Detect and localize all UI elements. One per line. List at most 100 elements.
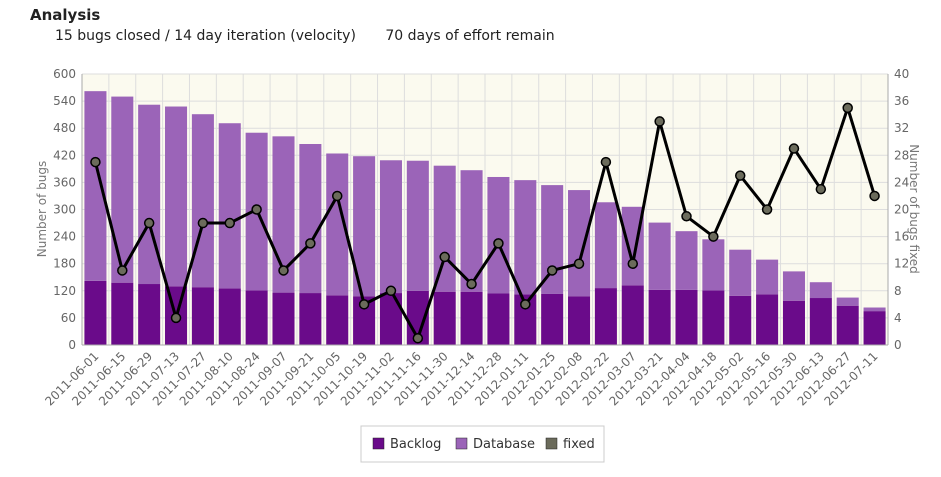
legend-box xyxy=(360,425,605,463)
fixed-point xyxy=(869,190,880,202)
bar-database xyxy=(165,106,188,287)
fixed-point xyxy=(627,258,639,269)
fixed-point xyxy=(170,312,182,324)
bar-backlog xyxy=(191,287,214,345)
bar-database xyxy=(379,160,402,294)
legend: Backlog Database fixed xyxy=(360,425,605,463)
bar-database xyxy=(514,180,537,295)
y2-tick-label: 12 xyxy=(894,257,909,271)
fixed-point xyxy=(546,265,558,276)
fixed-point xyxy=(520,299,531,310)
y-tick-label: 600 xyxy=(53,67,76,81)
fixed-point xyxy=(412,332,424,344)
bar-database xyxy=(111,96,134,283)
fixed-point xyxy=(439,251,450,263)
bar-backlog xyxy=(353,296,376,345)
y2-tick-label: 8 xyxy=(894,284,902,298)
fixed-point xyxy=(600,156,612,168)
fixed-point xyxy=(331,190,343,202)
effort-remaining-text: 70 days of effort remain xyxy=(385,28,555,44)
fixed-point xyxy=(815,183,827,195)
y-axis-title: Number of bugs xyxy=(35,161,49,258)
fixed-point xyxy=(278,265,289,276)
fixed-point xyxy=(573,258,585,269)
bar-backlog xyxy=(541,293,564,345)
y-tick-label: 60 xyxy=(61,311,76,325)
y2-tick-label: 20 xyxy=(894,203,909,217)
left-axis-ticks: 0 60 120 180 240 300 360 420 480 540 600 xyxy=(53,67,76,352)
bar-database xyxy=(191,114,214,288)
bar-database xyxy=(541,185,564,294)
bar-database xyxy=(675,231,698,290)
bar-backlog xyxy=(433,291,456,345)
fixed-point xyxy=(708,231,719,242)
bar-database xyxy=(594,202,617,289)
y2-tick-label: 40 xyxy=(894,67,909,81)
bar-database xyxy=(702,239,725,291)
bar-database xyxy=(809,282,832,299)
bar-database xyxy=(782,271,805,301)
bar-database xyxy=(406,160,429,291)
bar-backlog xyxy=(138,284,161,345)
fixed-point xyxy=(761,204,773,215)
y2-tick-label: 0 xyxy=(894,338,902,352)
summary-line: 15 bugs closed / 14 day iteration (veloc… xyxy=(55,28,580,44)
y-tick-label: 300 xyxy=(53,203,76,217)
bar-backlog xyxy=(568,296,591,345)
fixed-point xyxy=(466,278,477,290)
bar-backlog xyxy=(326,295,349,345)
bar-database xyxy=(326,153,349,296)
fixed-point xyxy=(305,238,316,249)
bar-backlog xyxy=(675,289,698,345)
grid-lines xyxy=(81,73,889,346)
y2-tick-label: 16 xyxy=(894,230,909,244)
y-tick-label: 420 xyxy=(53,148,76,162)
bar-backlog xyxy=(863,311,886,345)
bar-database xyxy=(353,156,376,297)
legend-swatch-fixed xyxy=(545,437,558,450)
bar-backlog xyxy=(218,288,241,345)
bar-database xyxy=(138,104,161,285)
bar-database xyxy=(84,91,107,281)
fixed-point xyxy=(197,217,209,229)
bar-database xyxy=(487,176,510,294)
legend-label-fixed: fixed xyxy=(563,437,595,452)
fixed-point xyxy=(734,170,746,181)
y-tick-label: 360 xyxy=(53,175,76,189)
fixed-point xyxy=(842,102,853,114)
y2-tick-label: 32 xyxy=(894,121,909,135)
bar-backlog xyxy=(648,289,671,345)
bar-backlog xyxy=(756,294,779,345)
bar-backlog xyxy=(487,293,510,345)
y-tick-label: 180 xyxy=(53,257,76,271)
legend-swatch-database xyxy=(455,437,468,450)
bar-database xyxy=(568,190,591,297)
fixed-point xyxy=(90,156,101,168)
bar-database xyxy=(621,206,644,286)
bar-backlog xyxy=(299,293,322,345)
x-axis-ticks: 2011-06-012011-06-152011-06-292011-07-13… xyxy=(42,349,880,408)
legend-label-database: Database xyxy=(473,437,535,452)
bar-database xyxy=(218,123,241,289)
bar-backlog xyxy=(782,300,805,345)
y2-tick-label: 24 xyxy=(894,175,909,189)
fixed-point xyxy=(654,116,665,127)
bar-backlog xyxy=(111,282,134,345)
fixed-point xyxy=(358,299,370,310)
bar-database xyxy=(863,307,886,312)
bar-backlog xyxy=(460,291,483,345)
y-tick-label: 480 xyxy=(53,121,76,135)
y-tick-label: 240 xyxy=(53,230,76,244)
bar-backlog xyxy=(594,288,617,345)
fixed-point xyxy=(788,143,800,154)
y-tick-label: 540 xyxy=(53,94,76,108)
bar-database xyxy=(756,259,779,295)
bar-backlog xyxy=(84,280,107,345)
y2-tick-label: 36 xyxy=(894,94,909,108)
bar-backlog xyxy=(621,285,644,345)
fixed-point xyxy=(251,204,262,215)
fixed-point xyxy=(224,217,236,229)
bar-database xyxy=(648,222,671,290)
bar-database xyxy=(836,297,859,306)
fixed-point xyxy=(385,285,397,297)
